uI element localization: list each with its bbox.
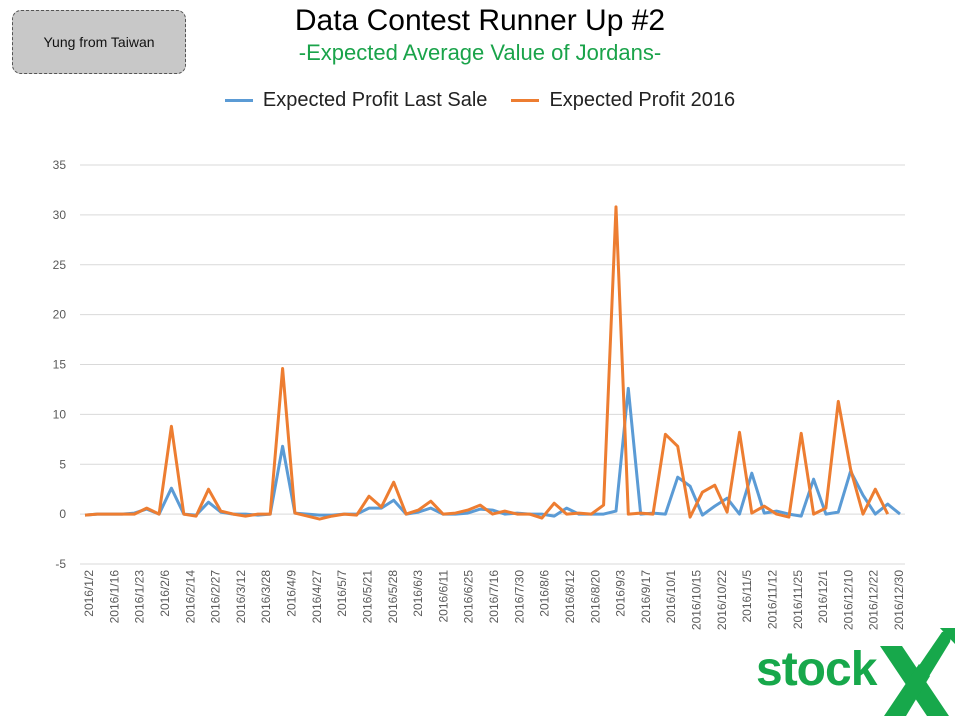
x-tick-label-24: 2016/10/15 [690,570,704,630]
y-tick-label-0: -5 [55,557,66,571]
y-tick-label-5: 20 [53,308,67,322]
x-tick-labels: 2016/1/2 2016/1/16 2016/1/23 2016/2/6 2016/2… [82,570,906,630]
stockx-logo: stock [756,628,956,718]
x-tick-label-25: 2016/10/22 [715,570,729,630]
stockx-x-arrow-icon [880,628,955,716]
x-tick-label-5: 2016/2/27 [209,570,223,624]
x-tick-label-10: 2016/5/7 [335,570,349,617]
legend-item-last-sale: Expected Profit Last Sale [224,89,488,112]
y-tick-label-8: 35 [53,158,67,172]
chart-subtitle: -Expected Average Value of Jordans- [298,40,662,65]
x-tick-label-3: 2016/2/6 [158,570,172,617]
y-tick-label-6: 25 [53,258,67,272]
x-tick-label-0: 2016/1/2 [82,570,96,617]
author-label: Yung from Taiwan [43,34,155,50]
x-tick-label-9: 2016/4/27 [310,570,324,624]
x-tick-label-21: 2016/9/3 [614,570,628,617]
x-tick-label-16: 2016/7/16 [487,570,501,624]
x-tick-label-20: 2016/8/20 [588,570,602,624]
x-tick-label-11: 2016/5/21 [360,570,374,624]
legend-swatch-last-sale [224,99,253,102]
y-tick-label-4: 15 [53,358,67,372]
series-layer [84,205,901,521]
x-tick-label-27: 2016/11/12 [765,570,779,629]
x-tick-label-15: 2016/6/25 [462,570,476,624]
x-tick-label-17: 2016/7/30 [512,570,526,624]
grid-layer [80,164,905,565]
y-tick-label-1: 0 [59,507,66,521]
x-tick-label-12: 2016/5/28 [386,570,400,624]
y-tick-label-2: 5 [59,457,66,471]
x-tick-label-28: 2016/11/25 [791,570,805,629]
x-tick-label-19: 2016/8/12 [563,570,577,624]
x-tick-label-6: 2016/3/12 [234,570,248,624]
y-tick-label-7: 30 [53,208,67,222]
x-tick-label-7: 2016/3/28 [259,570,273,624]
x-tick-label-8: 2016/4/9 [285,570,299,617]
x-tick-label-22: 2016/9/17 [639,570,653,624]
y-tick-labels: -5 0 5 10 15 20 25 30 35 [53,158,67,571]
series-line-1 [84,205,890,521]
legend-label-last-sale: Expected Profit Last Sale [262,89,488,111]
legend-item-2016: Expected Profit 2016 [511,89,735,112]
x-tick-label-32: 2016/12/30 [892,570,906,630]
series-line-0 [84,386,901,518]
chart-legend: Expected Profit Last Sale Expected Profi… [0,89,960,112]
author-label-box: Yung from Taiwan [12,10,186,74]
x-tick-label-23: 2016/10/1 [664,570,678,624]
y-tick-label-3: 10 [53,407,67,421]
logo-text: stock [756,643,877,696]
chart-title: Data Contest Runner Up #2 [294,4,666,37]
x-tick-label-14: 2016/6/11 [436,570,450,623]
x-tick-label-30: 2016/12/10 [841,570,855,630]
x-tick-label-13: 2016/6/3 [411,570,425,617]
x-tick-label-2: 2016/1/23 [133,570,147,624]
x-tick-label-1: 2016/1/16 [107,570,121,624]
x-tick-label-31: 2016/12/22 [867,570,881,630]
x-tick-label-29: 2016/12/1 [816,570,830,624]
legend-label-2016: Expected Profit 2016 [549,89,736,111]
x-tick-label-18: 2016/8/6 [538,570,552,617]
x-tick-label-4: 2016/2/14 [183,570,197,624]
legend-swatch-2016 [511,99,540,102]
x-tick-label-26: 2016/11/5 [740,570,754,623]
